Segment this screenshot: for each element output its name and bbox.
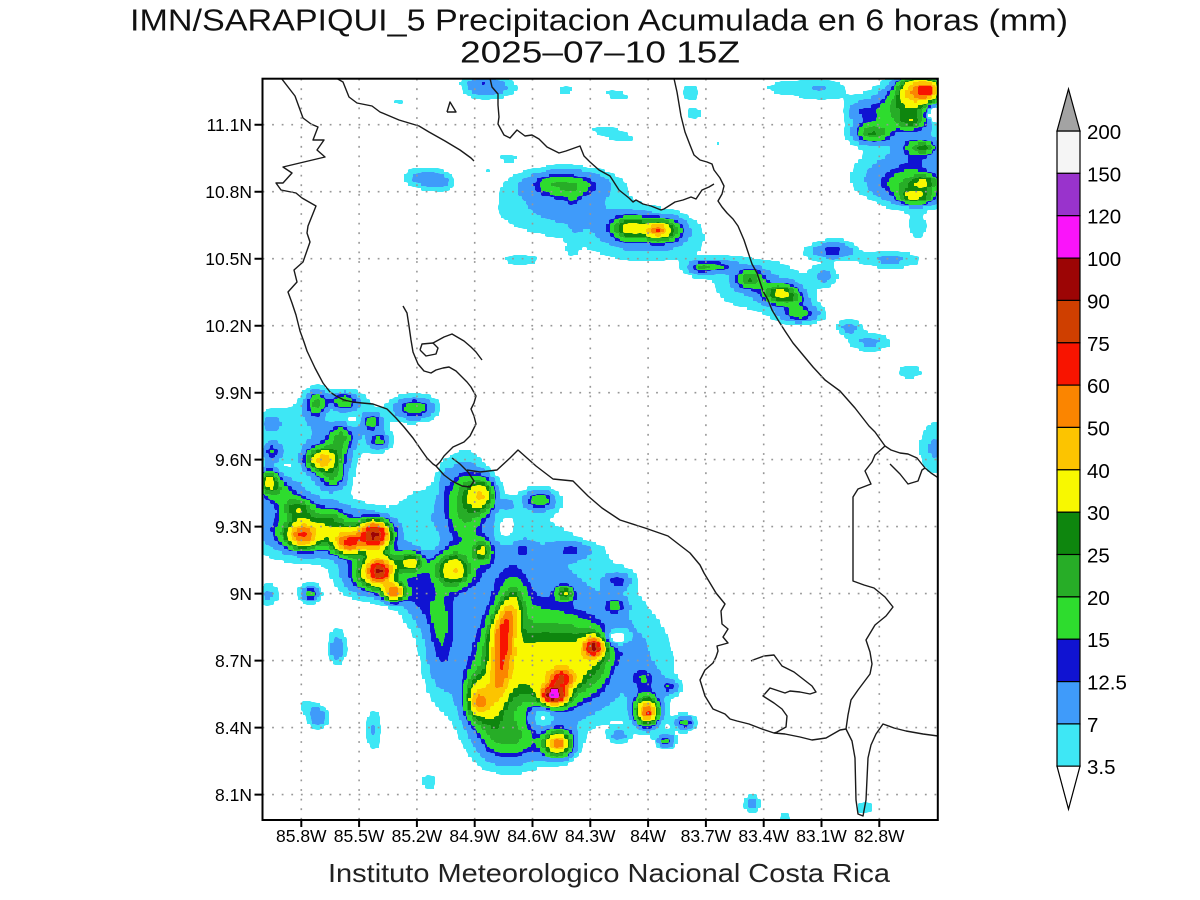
svg-text:83.7W: 83.7W <box>681 826 732 846</box>
svg-text:85.5W: 85.5W <box>334 826 385 846</box>
svg-text:9.9N: 9.9N <box>215 383 252 403</box>
svg-text:82.8W: 82.8W <box>854 826 905 846</box>
svg-text:2025–07–10 15Z: 2025–07–10 15Z <box>460 35 740 70</box>
svg-text:84.6W: 84.6W <box>507 826 558 846</box>
svg-text:8.1N: 8.1N <box>215 785 252 805</box>
svg-text:90: 90 <box>1087 290 1110 313</box>
svg-text:75: 75 <box>1087 333 1110 356</box>
svg-text:7: 7 <box>1087 714 1098 737</box>
svg-text:10.2N: 10.2N <box>205 316 252 336</box>
svg-text:50: 50 <box>1087 417 1110 440</box>
svg-text:15: 15 <box>1087 629 1110 652</box>
svg-text:150: 150 <box>1087 163 1121 186</box>
svg-text:84.9W: 84.9W <box>449 826 500 846</box>
svg-text:8.7N: 8.7N <box>215 651 252 671</box>
svg-text:20: 20 <box>1087 587 1110 610</box>
svg-text:9.3N: 9.3N <box>215 517 252 537</box>
svg-text:120: 120 <box>1087 206 1121 229</box>
svg-text:8.4N: 8.4N <box>215 718 252 738</box>
svg-text:12.5: 12.5 <box>1087 672 1127 695</box>
svg-text:Instituto Meteorologico Nacion: Instituto Meteorologico Nacional Costa R… <box>328 858 891 888</box>
svg-text:25: 25 <box>1087 545 1110 568</box>
svg-text:9N: 9N <box>230 584 252 604</box>
svg-text:200: 200 <box>1087 121 1121 144</box>
svg-text:3.5: 3.5 <box>1087 756 1116 779</box>
svg-text:11.1N: 11.1N <box>207 115 252 135</box>
svg-text:40: 40 <box>1087 460 1110 483</box>
svg-text:60: 60 <box>1087 375 1110 398</box>
svg-text:30: 30 <box>1087 502 1110 525</box>
svg-text:84.3W: 84.3W <box>565 826 616 846</box>
svg-text:85.2W: 85.2W <box>392 826 443 846</box>
svg-text:83.4W: 83.4W <box>738 826 789 846</box>
svg-text:84W: 84W <box>630 826 666 846</box>
svg-text:100: 100 <box>1087 248 1121 271</box>
svg-text:10.8N: 10.8N <box>205 182 252 202</box>
svg-text:10.5N: 10.5N <box>205 249 252 269</box>
svg-text:IMN/SARAPIQUI_5 Precipitacion: IMN/SARAPIQUI_5 Precipitacion Acumulada … <box>130 3 1068 38</box>
svg-text:83.1W: 83.1W <box>796 826 847 846</box>
svg-text:85.8W: 85.8W <box>276 826 327 846</box>
svg-text:9.6N: 9.6N <box>215 450 252 470</box>
